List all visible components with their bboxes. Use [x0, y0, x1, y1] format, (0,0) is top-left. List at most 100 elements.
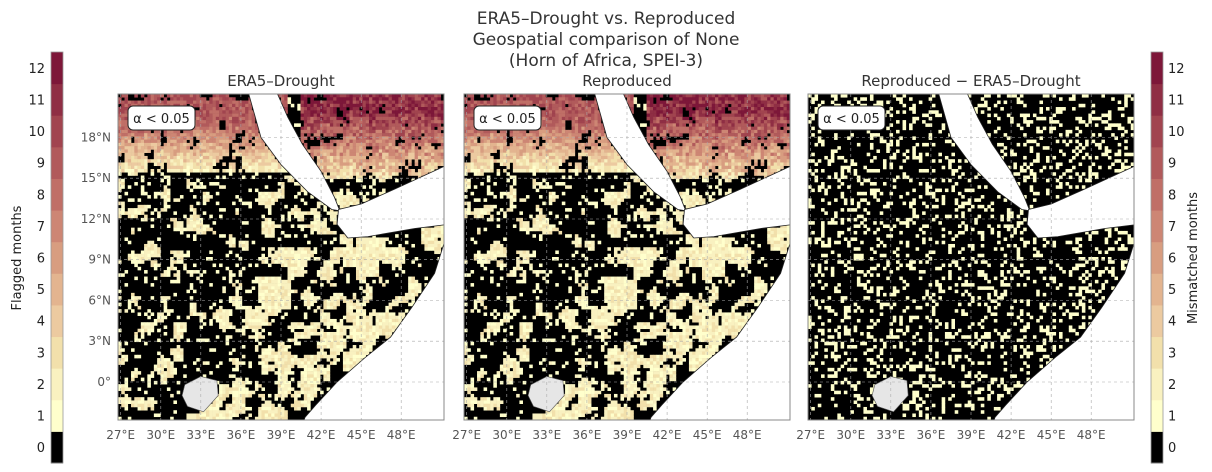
- map-cell: [267, 413, 272, 418]
- map-cell: [346, 172, 350, 176]
- map-cell: [342, 175, 347, 180]
- map-cell: [137, 155, 142, 160]
- map-cell: [297, 257, 301, 261]
- map-cell: [437, 107, 442, 111]
- map-cell: [506, 94, 510, 98]
- map-cell: [254, 263, 259, 268]
- map-cell: [316, 331, 321, 336]
- map-cell: [548, 110, 553, 114]
- map-cell: [365, 341, 370, 346]
- map-cell: [421, 162, 425, 167]
- map-cell: [241, 221, 246, 225]
- map-cell: [189, 103, 194, 108]
- map-cell: [261, 214, 265, 219]
- map-cell: [411, 296, 415, 300]
- map-cell: [157, 312, 161, 316]
- map-cell: [372, 279, 376, 284]
- map-cell: [202, 113, 207, 118]
- map-cell: [307, 107, 311, 111]
- map-cell: [163, 191, 168, 196]
- map-cell: [212, 110, 217, 114]
- map-cell: [258, 416, 262, 420]
- colorbar-tick-label: 2: [1168, 378, 1176, 393]
- colorbar-swatch-2: [51, 368, 63, 401]
- map-cell: [385, 142, 389, 147]
- map-cell: [391, 322, 396, 326]
- map-cell: [196, 165, 200, 170]
- map-cell: [336, 97, 340, 101]
- map-cell: [404, 133, 409, 137]
- map-cell: [430, 165, 435, 170]
- map-cell: [228, 416, 233, 420]
- map-cell: [385, 165, 389, 170]
- map-cell: [310, 361, 314, 365]
- map-cell: [261, 230, 265, 235]
- map-cell: [323, 120, 327, 124]
- map-cell: [137, 266, 142, 271]
- map-cell: [290, 338, 295, 343]
- map-cell: [437, 162, 442, 167]
- map-cell: [264, 416, 269, 420]
- map-cell: [545, 110, 550, 114]
- map-cell: [385, 152, 389, 157]
- map-cell: [369, 253, 373, 258]
- map-cell: [277, 162, 282, 167]
- map-cell: [238, 328, 243, 333]
- map-cell: [323, 299, 327, 303]
- map-cell: [137, 397, 142, 401]
- map-cell: [414, 107, 419, 111]
- map-cell: [404, 152, 409, 157]
- colorbar-swatch-6: [1151, 241, 1163, 274]
- map-cell: [404, 107, 409, 111]
- map-cell: [281, 305, 285, 310]
- map-cell: [369, 100, 373, 105]
- map-cell: [307, 133, 311, 137]
- map-cell: [186, 146, 191, 150]
- map-cell: [385, 331, 389, 336]
- map-cell: [307, 120, 311, 124]
- map-cell: [228, 136, 233, 140]
- map-cell: [202, 230, 207, 235]
- map-cell: [140, 165, 145, 170]
- map-cell: [382, 116, 386, 121]
- map-cell: [222, 168, 226, 173]
- map-cell: [369, 113, 373, 118]
- map-cell: [329, 168, 334, 173]
- map-cell: [333, 331, 337, 336]
- map-cell: [430, 94, 435, 98]
- map-cell: [284, 289, 288, 294]
- map-cell: [369, 120, 373, 124]
- map-cell: [238, 384, 243, 388]
- map-cell: [320, 351, 324, 356]
- map-cell: [192, 146, 197, 150]
- map-cell: [336, 296, 340, 300]
- map-cell: [245, 136, 249, 140]
- map-cell: [692, 103, 696, 108]
- map-cell: [124, 97, 129, 101]
- map-cell: [228, 322, 233, 326]
- map-cell: [271, 221, 275, 225]
- map-cell: [147, 253, 151, 258]
- map-cell: [329, 139, 334, 144]
- map-cell: [355, 113, 360, 118]
- map-cell: [297, 393, 301, 398]
- map-cell: [254, 328, 259, 333]
- map-cell: [267, 198, 272, 202]
- map-cell: [271, 276, 275, 281]
- figure-title-line-3: (Horn of Africa, SPEI-3): [509, 51, 703, 71]
- map-cell: [417, 155, 422, 160]
- map-cell: [199, 155, 204, 160]
- map-cell: [741, 94, 745, 98]
- map-cell: [160, 191, 164, 196]
- map-cell: [352, 155, 357, 160]
- map-cell: [404, 116, 409, 121]
- map-cell: [170, 149, 174, 153]
- map-cell: [287, 234, 292, 238]
- map-cell: [235, 377, 239, 382]
- map-cell: [267, 367, 272, 372]
- map-cell: [294, 325, 298, 330]
- map-cell: [760, 110, 765, 114]
- map-cell: [134, 155, 138, 160]
- map-cell: [372, 113, 376, 118]
- map-cell: [196, 230, 200, 235]
